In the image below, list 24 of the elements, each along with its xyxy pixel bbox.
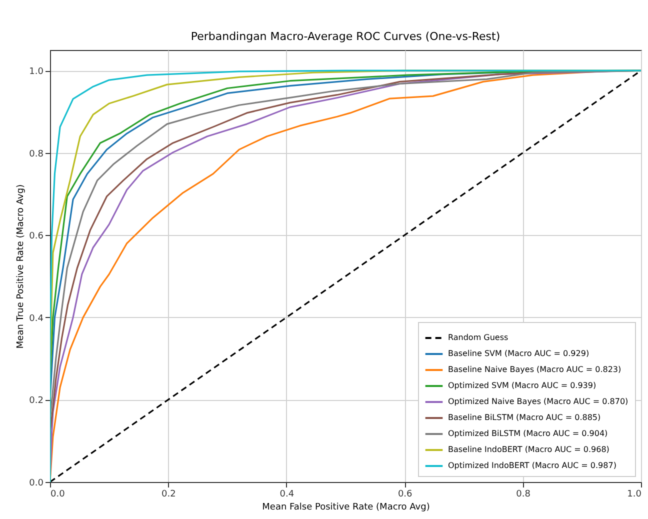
legend-label: Random Guess — [448, 333, 508, 342]
legend-label: Optimized BiLSTM (Macro AUC = 0.904) — [448, 429, 608, 438]
legend-label: Optimized IndoBERT (Macro AUC = 0.987) — [448, 461, 616, 470]
x-tick-label: 1.0 — [627, 490, 642, 500]
x-tick-label: 0.2 — [162, 490, 176, 500]
y-tick-label: 0.0 — [29, 478, 44, 488]
legend-label: Baseline SVM (Macro AUC = 0.929) — [448, 349, 590, 358]
y-tick-label: 1.0 — [29, 67, 44, 78]
y-tick-label: 0.2 — [29, 396, 44, 406]
y-tick-label: 0.6 — [29, 232, 44, 242]
x-axis-title: Mean False Positive Rate (Macro Avg) — [262, 502, 430, 512]
chart-title: Perbandingan Macro-Average ROC Curves (One-vs-Rest) — [190, 30, 500, 43]
y-axis-title: Mean True Positive Rate (Macro Avg) — [16, 184, 26, 349]
x-tick-label: 0.8 — [516, 490, 531, 500]
legend-label: Optimized Naive Bayes (Macro AUC = 0.870) — [448, 397, 628, 406]
legend-label: Baseline IndoBERT (Macro AUC = 0.968) — [448, 445, 610, 454]
y-tick-label: 0.4 — [29, 314, 44, 324]
x-tick-label: 0.6 — [398, 490, 413, 500]
x-tick-label: 0.0 — [50, 490, 66, 500]
y-tick-label: 0.8 — [29, 149, 44, 160]
x-tick-label: 0.4 — [280, 490, 294, 500]
legend-label: Baseline BiLSTM (Macro AUC = 0.885) — [448, 413, 601, 422]
legend-label: Baseline Naive Bayes (Macro AUC = 0.823) — [448, 365, 622, 374]
legend-label: Optimized SVM (Macro AUC = 0.939) — [448, 381, 596, 390]
